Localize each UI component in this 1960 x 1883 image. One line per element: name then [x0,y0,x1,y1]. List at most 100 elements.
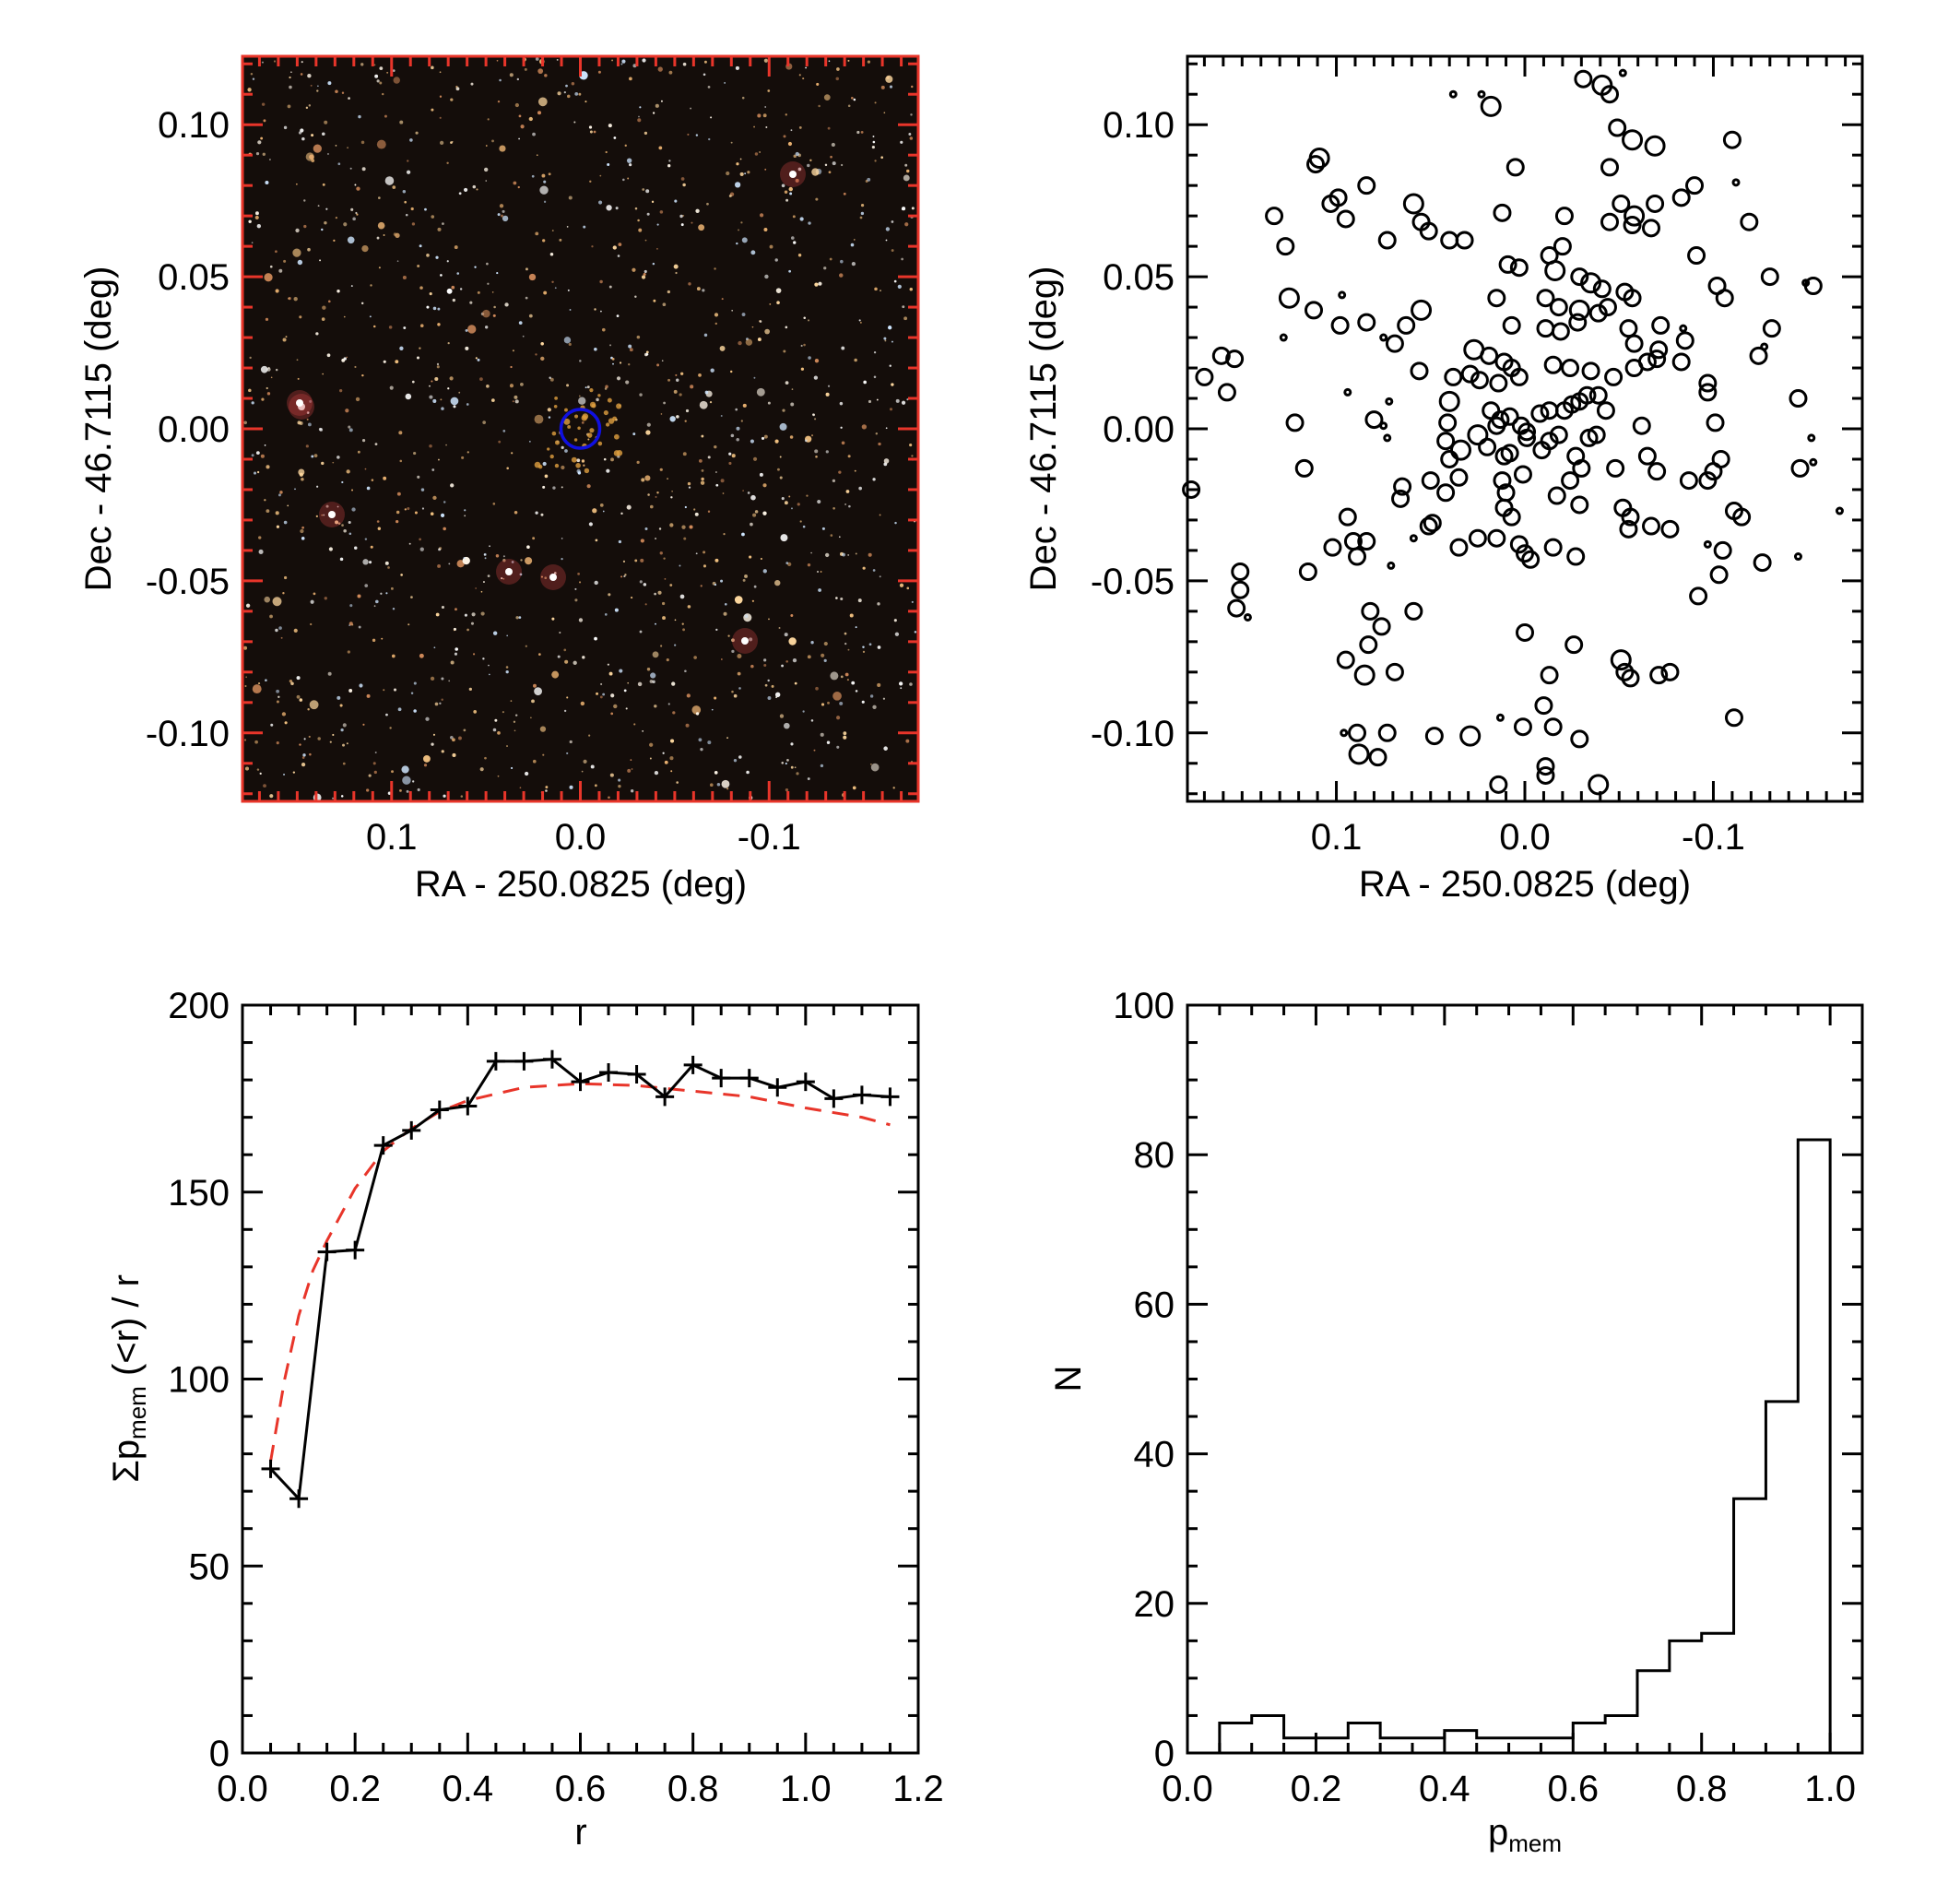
data-point-plus [346,1240,365,1260]
star [906,398,909,401]
star [762,511,767,515]
star [429,444,432,448]
star [376,139,386,149]
star [482,581,485,584]
star [588,125,593,129]
scatter-point [1361,601,1380,621]
star [275,289,279,293]
scatter-point [1675,331,1694,350]
scatter-point [1348,743,1370,765]
star [730,433,735,438]
star [255,451,260,456]
scatter-point [1647,349,1667,369]
star [298,468,305,476]
star [305,444,309,448]
star [696,287,701,291]
star [514,510,518,515]
star [337,456,340,459]
star [759,213,764,218]
star [811,168,820,176]
y-tick-label: 0 [1154,1734,1175,1774]
star [436,362,440,366]
star [611,358,615,361]
star [794,766,797,769]
star [719,345,726,351]
star [514,395,518,399]
star [379,81,383,85]
star [903,174,910,182]
scatter-point [1448,89,1458,99]
star [599,503,604,507]
scatter-point [1803,276,1823,295]
star [613,704,618,709]
star [544,74,548,77]
star [600,310,602,313]
star [419,547,424,551]
star [348,428,353,432]
star [416,356,420,360]
star [260,136,264,140]
star [302,753,306,757]
scatter-point [1600,85,1620,104]
star [264,273,273,282]
star [634,207,638,210]
star [317,85,319,88]
star [791,388,794,390]
star [714,558,719,563]
star [266,509,270,514]
star [465,346,469,350]
star [327,671,332,676]
scatter-point [1336,209,1355,229]
star [452,752,456,758]
star [750,522,753,527]
star [790,236,795,240]
star [413,681,417,685]
scatter-point [1411,299,1433,321]
star [814,359,820,363]
star [554,287,557,290]
star [586,385,590,389]
star [682,183,686,187]
star [847,455,851,458]
scatter-point [1404,601,1423,621]
star [835,597,838,599]
star [301,763,306,767]
scatter-point [1566,547,1586,566]
star [661,360,664,362]
star [736,242,738,245]
scatter-point [1502,315,1521,335]
star [858,486,863,491]
star [885,75,893,83]
scatter-point [1671,188,1691,207]
star [346,742,348,745]
star [875,432,879,435]
star [436,365,440,369]
scatter-point [1521,550,1541,569]
star [309,399,313,403]
cluster-galaxy [554,396,558,400]
star [795,151,799,157]
star [511,561,514,563]
star [795,178,799,183]
star [759,320,762,323]
star [762,113,767,118]
star [882,697,886,700]
star [484,756,487,760]
star [784,633,788,637]
y-tick-label: 150 [168,1173,230,1214]
star [830,671,839,681]
star [663,557,666,560]
star [750,439,754,444]
star [542,753,545,756]
star [281,712,287,716]
star [618,243,622,247]
star [774,258,778,262]
star [686,693,691,698]
star [458,192,462,195]
star [472,184,477,189]
star [841,163,844,167]
scatter-point [1227,598,1246,618]
star [438,548,441,551]
star [485,180,488,182]
star [488,664,490,667]
